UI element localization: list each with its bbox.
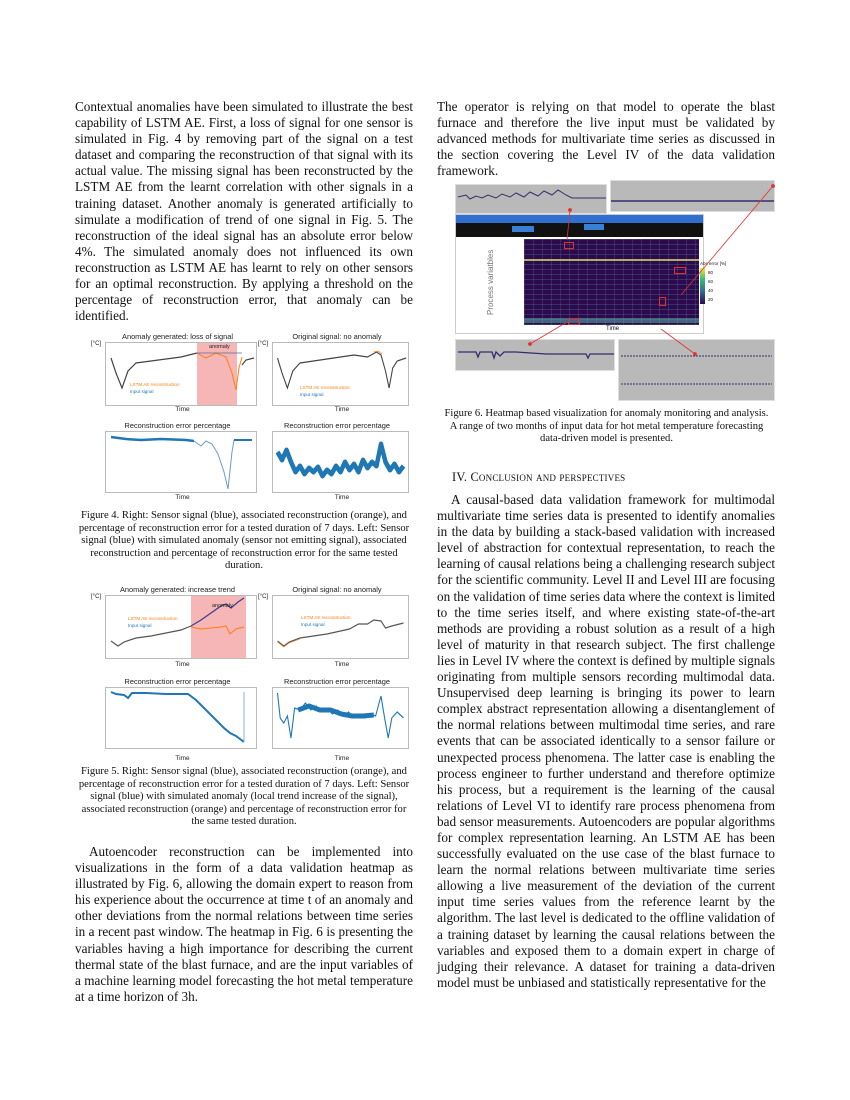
right-paragraph-2: A causal-based data validation framework… <box>437 492 775 991</box>
fig4-panel-error-anomaly: Reconstruction error percentage Time <box>95 421 260 503</box>
panel-title: Reconstruction error percentage <box>124 677 231 686</box>
unit-label: [°C] <box>91 594 102 600</box>
anomaly-label: anomaly <box>212 603 233 609</box>
dashboard-screenshot: Process variatbles Time <box>455 214 704 334</box>
figure-5-caption: Figure 5. Right: Sensor signal (blue), a… <box>78 766 410 828</box>
paragraph-text: A causal-based data validation framework… <box>437 492 776 990</box>
left-paragraph-2: Autoencoder reconstruction can be implem… <box>75 844 413 1005</box>
zoom-inset-top-right <box>610 180 775 212</box>
plot-area: anomaly LSTM AE reconstruction Input sig… <box>105 595 257 659</box>
legend-input: Input signal <box>128 623 152 628</box>
colorbar-tick: 60 <box>708 279 714 284</box>
panel-title: Original signal: no anomaly <box>292 332 382 341</box>
x-axis-label: Time <box>175 406 190 413</box>
panel-title: Anomaly generated: loss of signal <box>122 332 233 341</box>
section-heading: IV. Conclusion and perspectives <box>452 470 626 484</box>
panel-title: Reconstruction error percentage <box>284 421 390 430</box>
zoom-inset-bottom-left <box>455 339 615 371</box>
unit-label: [°C] <box>258 594 269 600</box>
anomaly-label: anomaly <box>209 344 230 350</box>
zoom-inset-top-left <box>455 184 607 214</box>
plot-area: anomaly LSTM AE reconstruction Input sig… <box>105 342 257 406</box>
dashboard-toolbar <box>456 223 703 237</box>
plot-area: LSTM AE reconstruction Input signal <box>272 595 409 659</box>
x-axis-label: Time <box>175 494 190 501</box>
legend-reconstruction: LSTM AE reconstruction <box>128 616 178 621</box>
legend-reconstruction: LSTM AE reconstruction <box>300 385 350 390</box>
colorbar: Abs error [%] 80 60 40 20 <box>700 261 726 304</box>
legend-input: Input signal <box>301 622 325 627</box>
right-paragraph-1: The operator is relying on that model to… <box>437 99 775 179</box>
figure-4-caption: Figure 4. Right: Sensor signal (blue), a… <box>78 510 410 572</box>
x-axis-label: Time <box>334 406 350 413</box>
plot-area <box>105 687 257 749</box>
colorbar-tick: 40 <box>708 288 714 293</box>
colorbar-tick: 20 <box>708 297 714 302</box>
fig4-panel-loss-of-signal: Anomaly generated: loss of signal [°C] a… <box>91 332 260 416</box>
plot-area <box>272 431 409 493</box>
fig4-panel-error-normal: Reconstruction error percentage Time <box>262 421 412 503</box>
fig5-panel-error-normal: Reconstruction error percentage Time <box>262 677 412 763</box>
plot-area <box>272 687 409 749</box>
x-axis-label: Time <box>606 326 620 332</box>
legend-input: Input signal <box>130 389 154 394</box>
x-axis-label: Time <box>334 755 350 762</box>
panel-title: Anomaly generated: increase trend <box>119 585 236 594</box>
fig5-panel-no-anomaly: Original signal: no anomaly [°C] LSTM AE… <box>258 585 412 671</box>
dashboard-nav-bar <box>456 215 703 223</box>
paragraph-text: Autoencoder reconstruction can be implem… <box>75 844 413 1004</box>
plot-area <box>105 431 257 493</box>
x-axis-label: Time <box>334 494 350 501</box>
panel-title: Original signal: no anomaly <box>292 585 382 594</box>
unit-label: [°C] <box>258 341 269 347</box>
legend-input: Input signal <box>300 392 324 397</box>
callout-arrows <box>528 184 775 356</box>
unit-label: [°C] <box>91 341 102 347</box>
paragraph-text: Contextual anomalies have been simulated… <box>75 99 413 324</box>
heatmap <box>524 239 699 325</box>
figure-6: Process variatbles Time Abs error [%] 80… <box>455 180 775 401</box>
fig5-panel-error-anomaly: Reconstruction error percentage Time <box>95 677 260 763</box>
legend-reconstruction: LSTM AE reconstruction <box>130 382 180 387</box>
paragraph-text: The operator is relying on that model to… <box>437 99 775 179</box>
colorbar-tick: 80 <box>708 270 714 275</box>
x-axis-label: Time <box>334 661 350 668</box>
x-axis-label: Time <box>175 755 190 762</box>
x-axis-label: Time <box>175 661 190 668</box>
fig5-panel-increase-trend: Anomaly generated: increase trend [°C] a… <box>91 585 260 671</box>
figure-6-caption: Figure 6. Heatmap based visualization fo… <box>444 408 769 445</box>
colorbar-title: Abs error [%] <box>700 261 727 266</box>
panel-title: Reconstruction error percentage <box>124 421 231 430</box>
panel-title: Reconstruction error percentage <box>284 677 390 686</box>
fig4-panel-no-anomaly: Original signal: no anomaly [°C] LSTM AE… <box>258 332 412 416</box>
plot-area: LSTM AE reconstruction Input signal <box>272 342 409 406</box>
legend-reconstruction: LSTM AE reconstruction <box>301 615 351 620</box>
left-paragraph-1: Contextual anomalies have been simulated… <box>75 99 413 324</box>
zoom-inset-bottom-right <box>618 339 775 401</box>
